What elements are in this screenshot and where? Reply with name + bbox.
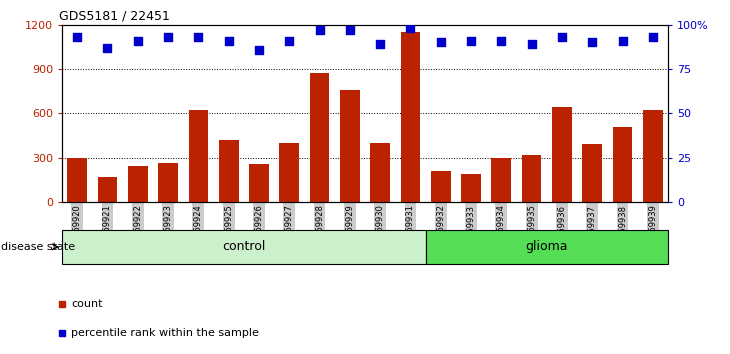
Bar (552, 107, 572, 202)
Point (283, 38, 295, 44)
Bar (128, 166, 147, 202)
Bar (643, 110, 663, 202)
Text: count: count (72, 299, 103, 309)
Point (132, 38, 144, 44)
Bar (340, 90, 360, 202)
Bar (431, 171, 450, 202)
Bar (461, 174, 481, 202)
Text: glioma: glioma (526, 240, 568, 253)
Point (101, 45, 113, 51)
Bar (522, 155, 542, 202)
Bar (158, 164, 178, 202)
Bar (98, 177, 118, 202)
Bar (280, 143, 299, 202)
Bar (188, 110, 208, 202)
Text: control: control (222, 240, 266, 253)
Bar (491, 158, 511, 202)
Point (193, 34, 204, 40)
Point (314, 27, 326, 33)
Bar (401, 32, 420, 202)
Bar (67, 158, 87, 202)
Point (344, 27, 356, 33)
Bar (370, 143, 390, 202)
Point (526, 41, 537, 47)
Bar (612, 127, 632, 202)
Point (72, 34, 83, 40)
Text: disease state: disease state (1, 242, 75, 252)
Point (253, 47, 265, 52)
Point (223, 38, 234, 44)
Point (404, 25, 416, 31)
Text: percentile rank within the sample: percentile rank within the sample (72, 328, 259, 338)
Bar (219, 140, 239, 202)
Point (556, 34, 568, 40)
Point (435, 40, 447, 45)
Point (374, 41, 386, 47)
Bar (310, 74, 329, 202)
Point (647, 34, 658, 40)
Point (586, 40, 598, 45)
Bar (249, 164, 269, 202)
Point (617, 38, 629, 44)
Point (162, 34, 174, 40)
Bar (583, 144, 602, 202)
Point (465, 38, 477, 44)
Text: GDS5181 / 22451: GDS5181 / 22451 (59, 9, 170, 22)
Point (496, 38, 507, 44)
